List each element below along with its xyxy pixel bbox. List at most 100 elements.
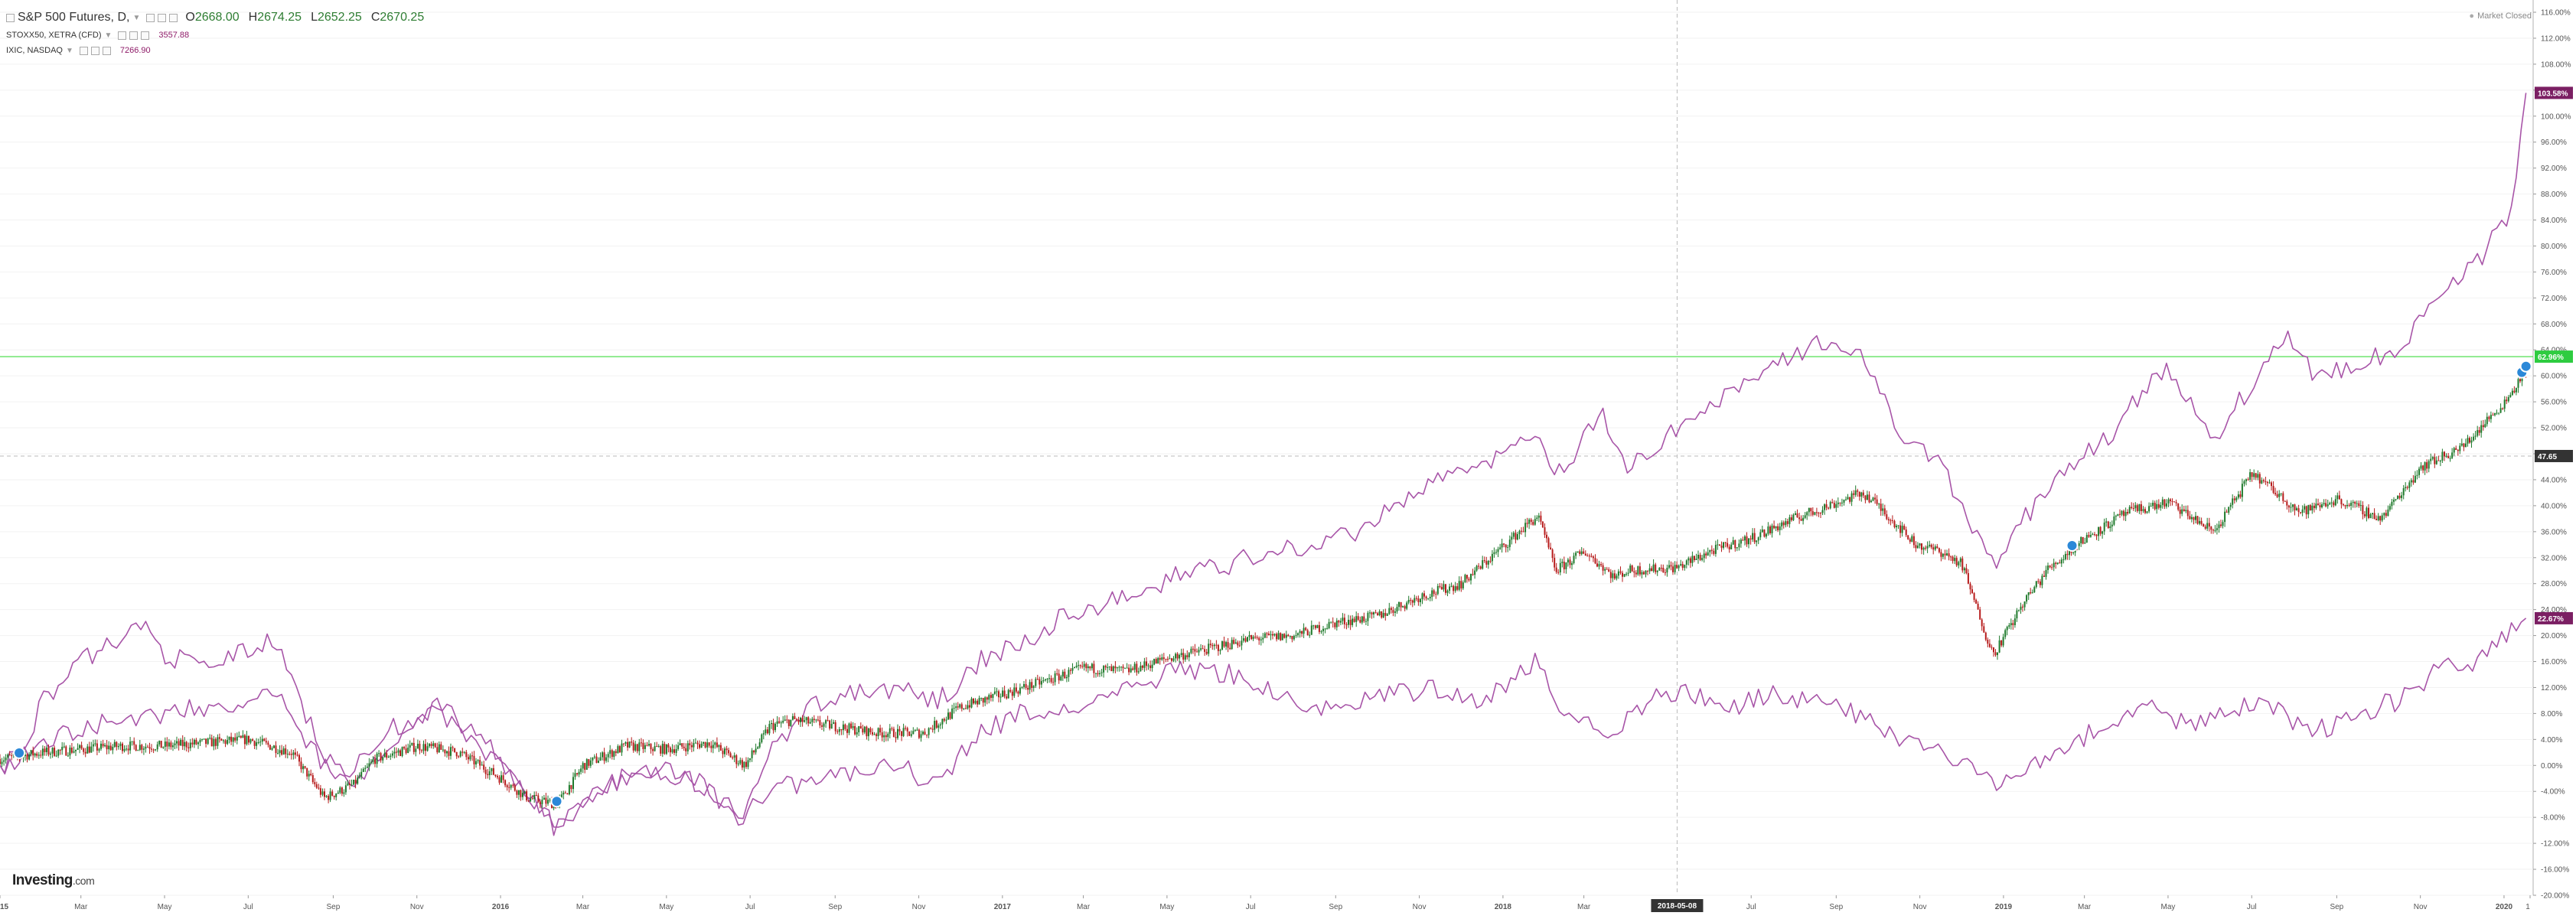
candle-body	[2305, 506, 2307, 515]
candle-body	[152, 749, 155, 751]
candle-body	[2092, 534, 2094, 536]
compare-symbol-stoxx[interactable]: STOXX50, XETRA (CFD)	[6, 31, 102, 40]
y-tick-label: 0.00%	[2541, 762, 2562, 771]
chevron-down-icon[interactable]: ▼	[65, 46, 73, 55]
candle-body	[1577, 551, 1579, 553]
y-tick-label: 56.00%	[2541, 399, 2567, 407]
candle-body	[1234, 642, 1237, 644]
close-icon[interactable]	[169, 13, 178, 22]
settings-icon[interactable]	[129, 31, 139, 40]
x-tick-label: Sep	[327, 903, 341, 911]
candle-body	[131, 741, 133, 742]
compare-row-stoxx[interactable]: STOXX50, XETRA (CFD) ▼ 3557.88	[6, 28, 429, 43]
candle-body	[628, 741, 631, 748]
candle-body	[2165, 503, 2167, 507]
settings-icon[interactable]	[90, 46, 99, 55]
candle-body	[667, 744, 670, 748]
candle-body	[889, 728, 891, 734]
candle-body	[1071, 668, 1074, 671]
eye-icon[interactable]	[79, 46, 88, 55]
main-series-row[interactable]: S&P 500 Futures, D, ▼ O 2668.00 H 2674.25 …	[6, 8, 429, 28]
candle-body	[661, 744, 664, 754]
candle-body	[2424, 462, 2426, 471]
candle-body	[1850, 493, 1853, 502]
candle-body	[1734, 540, 1736, 549]
candle-body	[273, 745, 275, 748]
main-symbol[interactable]: S&P 500 Futures, D,	[18, 11, 130, 24]
candle-body	[1192, 648, 1194, 650]
chevron-down-icon[interactable]: ▼	[104, 31, 112, 40]
candle-body	[2053, 562, 2055, 568]
eye-icon[interactable]	[118, 31, 127, 40]
candle-body	[1087, 666, 1089, 669]
candle-body	[325, 796, 328, 797]
candle-body	[2268, 482, 2271, 484]
candle-body	[2480, 425, 2483, 433]
candle-body	[708, 742, 710, 746]
candle-body	[366, 766, 368, 768]
candle-body	[2428, 461, 2430, 469]
candle-body	[145, 746, 147, 749]
candle-body	[1748, 538, 1749, 545]
candle-body	[671, 749, 673, 753]
candlestick-series	[0, 367, 2527, 810]
candle-body	[570, 785, 572, 790]
candle-body	[1505, 544, 1507, 548]
candle-body	[217, 737, 219, 746]
candle-body	[1285, 634, 1287, 638]
candle-body	[1027, 688, 1029, 690]
candle-body	[1029, 682, 1031, 690]
candle-body	[96, 743, 98, 751]
close-icon[interactable]	[102, 46, 111, 55]
x-tick-label: May	[2160, 903, 2175, 911]
candle-body	[11, 755, 13, 757]
candle-body	[578, 771, 580, 775]
candle-body	[126, 748, 127, 750]
candle-body	[852, 726, 854, 728]
close-icon[interactable]	[141, 31, 150, 40]
candle-body	[813, 719, 815, 720]
candle-body	[405, 748, 407, 754]
candle-body	[1648, 568, 1651, 572]
candle-body	[901, 731, 903, 736]
candle-body	[55, 755, 57, 757]
candle-body	[1508, 539, 1511, 547]
candle-body	[1740, 539, 1742, 544]
candle-body	[1705, 553, 1707, 556]
y-tick-label: 12.00%	[2541, 684, 2567, 693]
candle-body	[2056, 562, 2059, 564]
x-tick-label: Jul	[745, 903, 755, 911]
y-tick-label: -4.00%	[2541, 788, 2565, 797]
compare-symbol-nasdaq[interactable]: IXIC, NASDAQ	[6, 46, 63, 55]
candle-body	[1443, 584, 1445, 590]
candle-body	[934, 721, 936, 730]
candle-body	[207, 738, 209, 745]
candle-body	[745, 761, 747, 767]
chevron-down-icon[interactable]: ▼	[132, 13, 141, 22]
candle-body	[531, 798, 533, 800]
candle-body	[1815, 512, 1818, 513]
x-tick-label: 2019	[1995, 903, 2013, 911]
candle-body	[823, 723, 825, 727]
candle-body	[1388, 608, 1391, 614]
candle-body	[1301, 631, 1303, 634]
collapse-icon[interactable]	[6, 13, 15, 22]
candle-body	[1445, 584, 1446, 593]
settings-icon[interactable]	[158, 13, 167, 22]
eye-icon[interactable]	[146, 13, 155, 22]
candle-body	[1691, 556, 1694, 563]
candle-body	[747, 760, 749, 767]
compare-row-nasdaq[interactable]: IXIC, NASDAQ ▼ 7266.90	[6, 43, 429, 58]
candle-body	[1870, 500, 1872, 503]
candle-body	[2309, 505, 2311, 510]
candle-body	[2127, 512, 2129, 514]
candle-body	[1563, 562, 1565, 569]
candle-body	[2167, 499, 2170, 503]
candle-body	[1449, 586, 1451, 591]
candle-body	[160, 741, 162, 748]
candle-body	[1093, 663, 1095, 673]
candle-body	[347, 784, 349, 786]
candle-body	[1126, 667, 1128, 669]
candle-body	[833, 722, 835, 724]
